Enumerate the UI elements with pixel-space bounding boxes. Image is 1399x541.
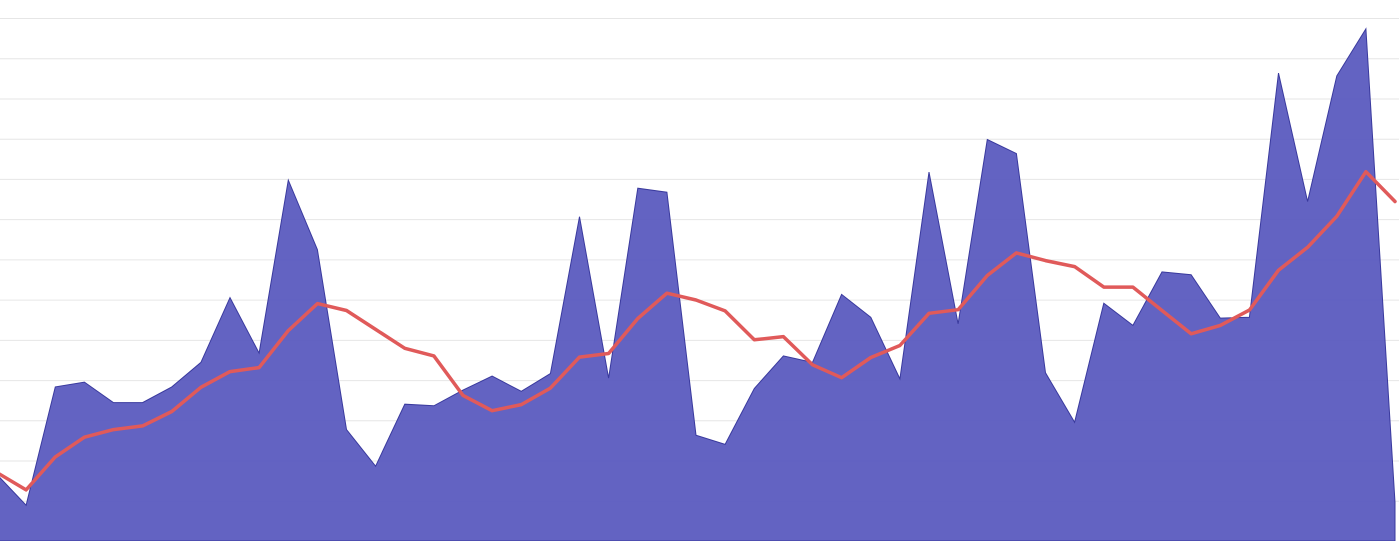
area-series-layer: [0, 27, 1396, 541]
area-series-0: [0, 27, 1396, 541]
line-series-layer: [0, 169, 1397, 492]
line-series-1: [0, 169, 1397, 492]
